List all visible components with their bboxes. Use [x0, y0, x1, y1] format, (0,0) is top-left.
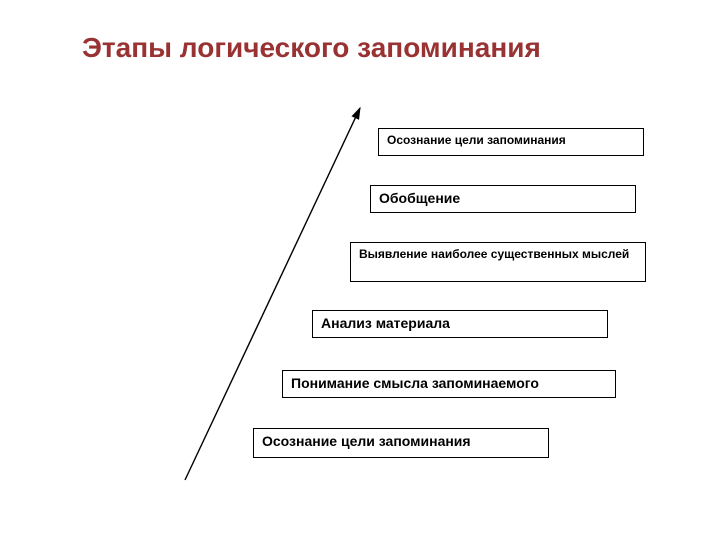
- stage-box: Выявление наиболее существенных мыслей: [350, 242, 646, 282]
- stage-box: Понимание смысла запоминаемого: [282, 370, 616, 398]
- diagram-canvas: Этапы логического запоминания Осознание …: [0, 0, 720, 540]
- stage-label: Осознание цели запоминания: [387, 133, 566, 147]
- stage-label: Осознание цели запоминания: [262, 433, 471, 450]
- stage-label: Выявление наиболее существенных мыслей: [359, 247, 629, 261]
- stage-label: Обобщение: [379, 190, 460, 207]
- stage-label: Понимание смысла запоминаемого: [291, 375, 539, 392]
- stage-box: Анализ материала: [312, 310, 608, 338]
- stage-box: Обобщение: [370, 185, 636, 213]
- stage-box: Осознание цели запоминания: [378, 128, 644, 156]
- arrow-line: [185, 108, 360, 480]
- stage-box: Осознание цели запоминания: [253, 428, 549, 458]
- stage-label: Анализ материала: [321, 315, 450, 332]
